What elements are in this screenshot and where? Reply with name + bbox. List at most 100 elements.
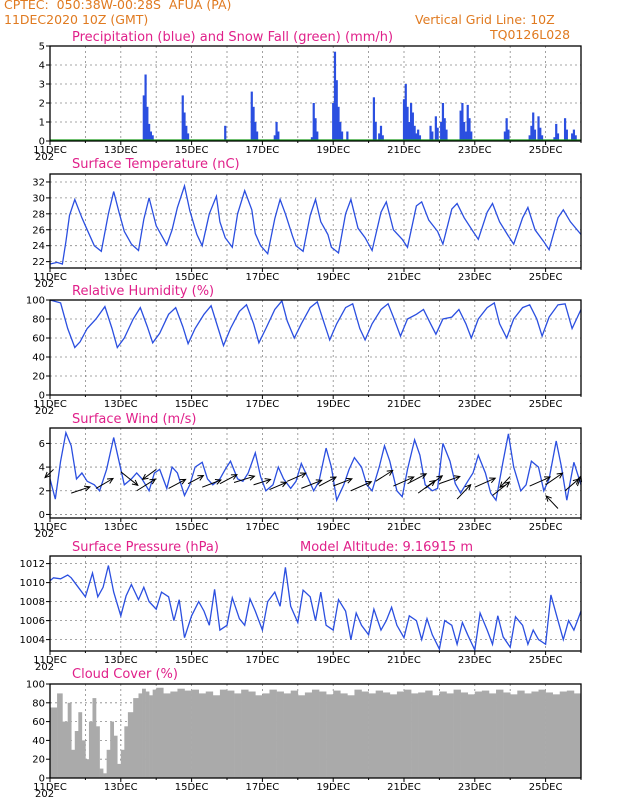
- x-tick-label: 13DEC: [104, 399, 138, 410]
- cloud-bar: [439, 691, 447, 778]
- x-tick-label: 13DEC: [104, 145, 138, 156]
- wind-vector: [499, 476, 511, 489]
- precip-bar: [149, 131, 152, 141]
- wind-vector: [474, 477, 497, 488]
- cloud-bar: [177, 688, 185, 778]
- y-tick-label: 1004: [20, 635, 45, 646]
- precip-bar: [144, 74, 147, 141]
- cloud-bar: [67, 702, 72, 778]
- y-tick-label: 0: [39, 774, 45, 785]
- x-tick-label: 23DEC: [458, 145, 492, 156]
- cloud-bar: [248, 691, 256, 778]
- precip-panel: 0 1 2 3 4 5 11DEC 13DEC 15DEC 17DEC 19DEC 21DEC 23DE…: [33, 30, 582, 163]
- precip-bar: [142, 95, 145, 141]
- y-tick-label: 0: [39, 391, 45, 402]
- x-tick-label: 11DEC: [33, 655, 67, 666]
- x-tick-label: 15DEC: [175, 522, 209, 533]
- cloud-bar: [149, 695, 153, 778]
- precip-bar: [463, 122, 466, 141]
- precip-bar: [574, 135, 577, 141]
- y-tick-label: 0: [39, 137, 45, 148]
- cloud-bar: [304, 692, 313, 778]
- wind-vector: [233, 474, 256, 483]
- precip-bar: [466, 104, 469, 141]
- precip-bar: [533, 129, 537, 141]
- cloud-bar: [538, 689, 546, 778]
- pressure-panel: 1004 1006 1008 1010 1012 11DEC 13DEC 15DEC 17DEC…: [20, 540, 582, 673]
- wind-vector: [456, 483, 472, 500]
- precip-title: Precipitation (blue) and Snow Fall (gree…: [72, 30, 393, 45]
- cloud-bar: [78, 712, 83, 778]
- x-tick-label: 11DEC: [33, 782, 67, 793]
- precip-bar: [470, 131, 473, 141]
- x-tick-label: 25DEC: [529, 655, 563, 666]
- x-tick-label: 25DEC: [529, 145, 563, 156]
- cloud-bar: [269, 689, 277, 778]
- precip-bar: [537, 116, 540, 141]
- y-tick-label: 1008: [20, 597, 45, 608]
- precip-bar: [436, 127, 439, 141]
- precip-bar: [415, 133, 418, 141]
- precip-bar: [539, 127, 542, 141]
- cloud-bar: [517, 690, 525, 778]
- wind-panel: 0 2 4 6 11DEC 13DEC 15DEC 17DEC 19DEC 21DEC 23DEC 2…: [33, 412, 583, 540]
- year-label: 202: [35, 789, 54, 800]
- precip-bar: [429, 125, 432, 141]
- y-tick-label: 20: [32, 755, 45, 766]
- precip-bar: [372, 97, 376, 141]
- cloud-bar: [262, 693, 270, 778]
- x-tick-label: 25DEC: [529, 272, 563, 283]
- cloud-bar: [375, 690, 384, 778]
- cloud-bar: [120, 749, 125, 778]
- pressure-series-line: [49, 565, 582, 653]
- cloud-bar: [99, 768, 104, 778]
- cloud-bar: [276, 691, 284, 778]
- precip-bar: [505, 118, 508, 141]
- year-label: 202: [35, 152, 54, 163]
- precip-bar: [413, 125, 416, 141]
- rh-frame: [49, 299, 582, 396]
- precip-bar: [151, 135, 154, 141]
- cloud-bar: [297, 695, 306, 778]
- rh-title: Relative Humidity (%): [72, 284, 214, 299]
- wind-vector: [141, 469, 157, 481]
- y-tick-label: 40: [32, 736, 45, 747]
- cloud-bar: [460, 692, 469, 778]
- y-tick-label: 2: [39, 486, 45, 497]
- precip-bar: [250, 91, 253, 141]
- cloud-bar: [62, 721, 68, 778]
- x-tick-label: 13DEC: [104, 655, 138, 666]
- cloud-bar: [96, 726, 100, 778]
- wind-vector: [545, 495, 559, 509]
- cloud-bar: [467, 694, 476, 778]
- y-tick-label: 24: [32, 241, 45, 252]
- precip-bar: [434, 116, 437, 141]
- precip-frame: [49, 45, 582, 142]
- cloud-bar: [573, 693, 582, 778]
- precip-bar: [310, 137, 314, 141]
- wind-vector: [95, 477, 115, 489]
- cloud-bar: [389, 694, 398, 778]
- wind-vector: [407, 473, 428, 485]
- precip-bar: [440, 122, 443, 141]
- wind-vector: [545, 472, 564, 486]
- y-tick-label: 6: [39, 439, 45, 450]
- wind-vector: [301, 479, 323, 489]
- precip-bar: [275, 122, 278, 141]
- cloud-bar: [283, 693, 292, 778]
- cloud-bar: [404, 689, 412, 778]
- rh-panel: 0 20 40 60 80 100 11DEC 13DEC 15DEC 17DEC 19DEC 21D…: [26, 284, 582, 417]
- cloud-bar: [446, 693, 454, 778]
- cloud-bar: [255, 695, 263, 778]
- wind-vector: [529, 476, 552, 487]
- temp-panel: 22 24 26 28 30 32 11DEC 13DEC 15DEC 17DEC 19DEC 21D…: [32, 157, 582, 290]
- x-tick-label: 19DEC: [316, 522, 350, 533]
- cloud-bar: [133, 698, 139, 778]
- temp-title: Surface Temperature (nC): [72, 157, 240, 172]
- cloud-bar: [198, 693, 207, 778]
- wind-title: Surface Wind (m/s): [72, 412, 196, 427]
- cloud-bar: [503, 692, 511, 778]
- cloud-bar: [50, 707, 58, 778]
- cloud-bar: [488, 693, 497, 778]
